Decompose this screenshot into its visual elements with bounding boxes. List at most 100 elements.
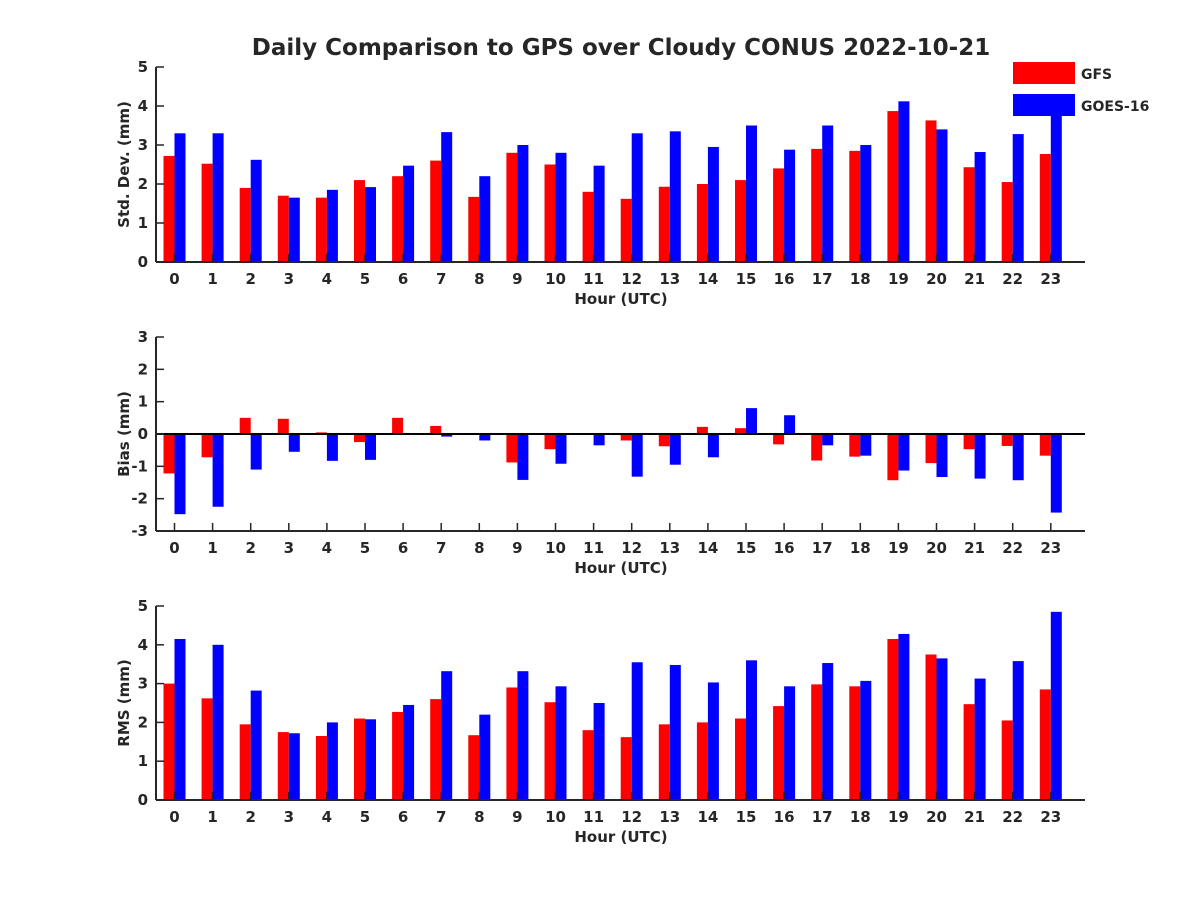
x-tick-label: 10 xyxy=(545,270,566,288)
bar-gfs-hour-12 xyxy=(620,737,632,800)
bar-gfs-hour-1 xyxy=(201,163,213,262)
bar-goes16-hour-22 xyxy=(1012,661,1024,800)
x-tick-label: 4 xyxy=(322,270,332,288)
x-tick-label: 20 xyxy=(926,808,947,826)
bar-goes16-hour-15 xyxy=(746,660,757,800)
bar-gfs-hour-7 xyxy=(430,160,442,262)
legend-swatch-goes16 xyxy=(1013,94,1075,116)
x-tick-label: 22 xyxy=(1002,539,1023,557)
bar-goes16-hour-0 xyxy=(174,638,186,800)
bar-goes16-hour-12 xyxy=(631,434,643,477)
bar-goes16-hour-11 xyxy=(593,703,605,800)
bar-gfs-hour-9 xyxy=(506,152,518,262)
x-tick-label: 1 xyxy=(207,808,217,826)
y-tick-label: 2 xyxy=(138,175,148,193)
x-tick-label: 9 xyxy=(512,270,522,288)
y-tick-label: 0 xyxy=(138,791,148,809)
y-tick-label: 1 xyxy=(138,752,148,770)
y-tick-label: 1 xyxy=(138,393,148,411)
bar-goes16-hour-9 xyxy=(517,145,529,262)
bar-goes16-hour-19 xyxy=(898,434,910,471)
bar-goes16-hour-19 xyxy=(898,633,910,800)
bar-goes16-hour-21 xyxy=(974,678,986,800)
x-tick-label: 3 xyxy=(284,808,294,826)
x-tick-label: 7 xyxy=(436,270,446,288)
x-tick-label: 12 xyxy=(621,270,642,288)
y-axis-label: Bias (mm) xyxy=(115,391,133,477)
bar-gfs-hour-9 xyxy=(506,434,518,463)
bar-gfs-hour-5 xyxy=(354,718,365,800)
y-tick-label: -3 xyxy=(131,522,148,540)
bar-goes16-hour-4 xyxy=(326,434,338,461)
bar-gfs-hour-16 xyxy=(773,706,785,800)
bar-goes16-hour-18 xyxy=(860,680,872,800)
bar-goes16-hour-12 xyxy=(631,133,643,262)
x-tick-label: 14 xyxy=(697,808,718,826)
bar-goes16-hour-5 xyxy=(365,434,376,460)
x-tick-label: 11 xyxy=(583,539,604,557)
bar-goes16-hour-10 xyxy=(555,152,567,262)
x-tick-label: 9 xyxy=(512,808,522,826)
y-tick-label: -1 xyxy=(131,457,148,475)
bar-gfs-hour-17 xyxy=(811,684,823,800)
bar-goes16-hour-18 xyxy=(860,434,872,456)
x-tick-label: 8 xyxy=(474,270,484,288)
bar-gfs-hour-22 xyxy=(1001,720,1013,800)
bar-goes16-hour-1 xyxy=(212,133,224,262)
bar-goes16-hour-11 xyxy=(593,434,605,446)
bar-goes16-hour-10 xyxy=(555,686,567,800)
bar-gfs-hour-1 xyxy=(201,434,213,458)
x-tick-label: 12 xyxy=(621,539,642,557)
bar-gfs-hour-11 xyxy=(582,730,594,800)
bar-goes16-hour-16 xyxy=(784,686,796,800)
bar-gfs-hour-7 xyxy=(430,699,442,800)
bar-gfs-hour-17 xyxy=(811,148,823,262)
x-tick-label: 13 xyxy=(659,270,680,288)
y-tick-label: 1 xyxy=(138,214,148,232)
bar-goes16-hour-9 xyxy=(517,434,529,480)
bar-gfs-hour-6 xyxy=(392,417,404,434)
bar-goes16-hour-21 xyxy=(974,434,986,479)
bar-gfs-hour-0 xyxy=(163,155,175,262)
bar-goes16-hour-20 xyxy=(936,658,948,800)
bar-gfs-hour-0 xyxy=(163,434,175,474)
bar-goes16-hour-8 xyxy=(479,714,491,800)
bar-goes16-hour-0 xyxy=(174,434,186,515)
bar-goes16-hour-4 xyxy=(326,189,338,262)
bar-gfs-hour-7 xyxy=(430,425,442,434)
x-tick-label: 19 xyxy=(888,808,909,826)
x-tick-label: 2 xyxy=(245,270,255,288)
bar-gfs-hour-1 xyxy=(201,698,213,800)
bar-gfs-hour-4 xyxy=(315,735,327,800)
bar-gfs-hour-3 xyxy=(277,732,289,800)
x-axis-label: Hour (UTC) xyxy=(574,828,667,846)
x-tick-label: 22 xyxy=(1002,808,1023,826)
bar-goes16-hour-13 xyxy=(669,664,681,800)
x-tick-label: 5 xyxy=(360,270,370,288)
bar-goes16-hour-8 xyxy=(479,434,491,441)
x-tick-label: 15 xyxy=(736,808,757,826)
bar-goes16-hour-1 xyxy=(212,644,224,800)
bar-goes16-hour-22 xyxy=(1012,134,1024,262)
bar-goes16-hour-20 xyxy=(936,434,948,478)
x-tick-label: 14 xyxy=(697,270,718,288)
bar-gfs-hour-11 xyxy=(582,191,594,262)
bar-goes16-hour-17 xyxy=(822,663,834,800)
bar-gfs-hour-15 xyxy=(735,428,746,434)
x-tick-label: 12 xyxy=(621,808,642,826)
bar-gfs-hour-8 xyxy=(468,196,480,262)
bar-gfs-hour-5 xyxy=(354,434,365,443)
bar-goes16-hour-0 xyxy=(174,133,186,262)
bar-gfs-hour-3 xyxy=(277,418,289,434)
x-tick-label: 16 xyxy=(774,270,795,288)
bar-goes16-hour-10 xyxy=(555,434,567,464)
bar-gfs-hour-3 xyxy=(277,195,289,262)
bar-gfs-hour-17 xyxy=(811,434,823,461)
bar-goes16-hour-15 xyxy=(746,408,757,434)
bar-goes16-hour-11 xyxy=(593,165,605,262)
x-tick-label: 18 xyxy=(850,808,871,826)
bar-goes16-hour-12 xyxy=(631,662,643,800)
bar-gfs-hour-4 xyxy=(315,197,327,262)
bar-goes16-hour-5 xyxy=(365,719,376,800)
